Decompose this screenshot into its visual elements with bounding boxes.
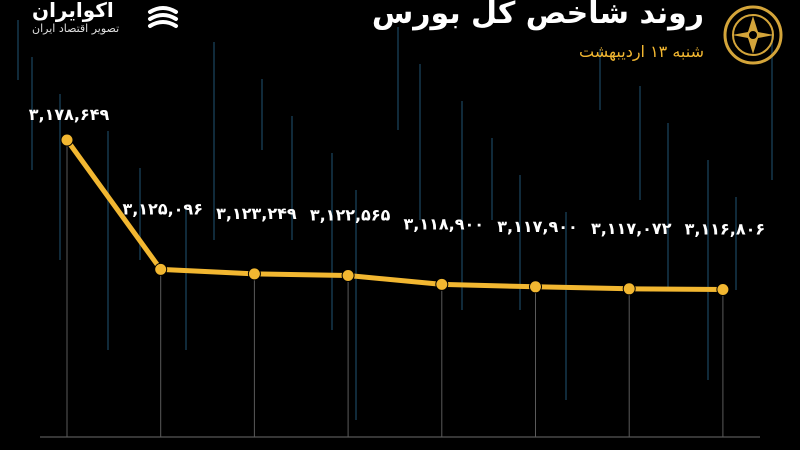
akoiran-logo-icon [148,6,178,28]
data-point [529,280,542,294]
data-point [435,277,449,291]
data-label: ۳,۱۱۷,۰۷۲ [591,219,672,238]
data-label: ۳,۱۱۷,۹۰۰ [497,217,578,236]
tehran-stock-exchange-emblem-icon [723,5,783,65]
data-point [341,269,355,283]
data-label: ۳,۱۲۲,۵۶۵ [310,206,391,225]
brand-name: اکوایران [32,0,114,22]
brand-tagline: تصویر اقتصاد ایران [32,22,120,35]
data-point [622,282,636,296]
chart-subtitle: شنبه ۱۳ اردیبهشت [579,42,704,61]
series-line [64,137,726,292]
data-point [60,133,74,147]
data-label: ۳,۱۲۳,۲۴۹ [216,204,297,223]
chart-title: روند شاخص کل بورس [371,0,704,31]
data-point [716,282,730,296]
data-point [247,267,261,281]
data-point [154,262,168,276]
data-label: ۳,۱۱۶,۸۰۶ [685,219,766,238]
data-label: ۳,۱۱۸,۹۰۰ [404,214,485,233]
data-label: ۳,۱۲۵,۰۹۶ [122,199,203,218]
data-label: ۳,۱۷۸,۶۴۹ [29,105,110,124]
